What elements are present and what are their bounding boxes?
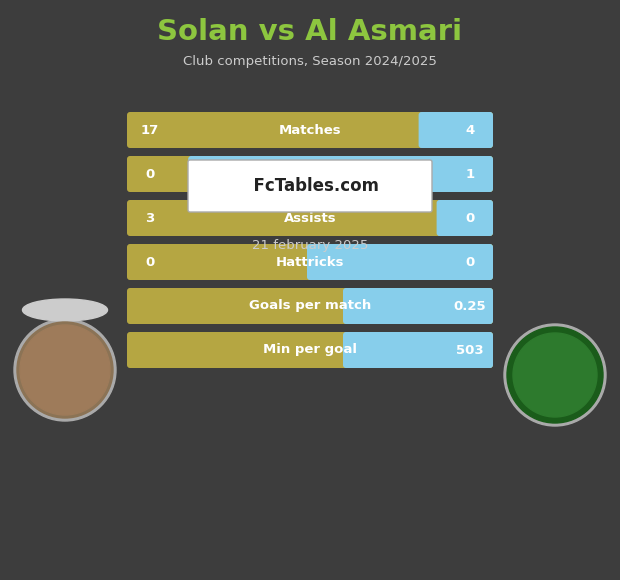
Circle shape bbox=[14, 319, 116, 421]
Text: Solan vs Al Asmari: Solan vs Al Asmari bbox=[157, 18, 463, 46]
FancyBboxPatch shape bbox=[188, 160, 432, 212]
Text: 0: 0 bbox=[466, 212, 475, 224]
Text: FcTables.com: FcTables.com bbox=[242, 177, 378, 195]
Circle shape bbox=[17, 322, 113, 418]
Text: 0.25: 0.25 bbox=[454, 299, 486, 313]
Text: 1: 1 bbox=[466, 168, 474, 180]
Text: Goals: Goals bbox=[289, 168, 331, 180]
FancyBboxPatch shape bbox=[343, 332, 493, 368]
Text: 503: 503 bbox=[456, 343, 484, 357]
FancyBboxPatch shape bbox=[127, 244, 493, 280]
Ellipse shape bbox=[22, 299, 107, 321]
Text: Goals per match: Goals per match bbox=[249, 299, 371, 313]
FancyBboxPatch shape bbox=[127, 288, 493, 324]
FancyBboxPatch shape bbox=[436, 200, 493, 236]
Text: 0: 0 bbox=[145, 168, 154, 180]
FancyBboxPatch shape bbox=[418, 112, 493, 148]
Text: 4: 4 bbox=[466, 124, 475, 136]
FancyBboxPatch shape bbox=[127, 200, 493, 236]
Text: 17: 17 bbox=[141, 124, 159, 136]
FancyBboxPatch shape bbox=[307, 244, 493, 280]
Text: 3: 3 bbox=[145, 212, 154, 224]
Text: Matches: Matches bbox=[278, 124, 342, 136]
FancyBboxPatch shape bbox=[127, 332, 493, 368]
Circle shape bbox=[504, 324, 606, 426]
FancyBboxPatch shape bbox=[127, 156, 493, 192]
FancyBboxPatch shape bbox=[188, 156, 493, 192]
Text: Hattricks: Hattricks bbox=[276, 256, 344, 269]
Text: 0: 0 bbox=[466, 256, 475, 269]
Circle shape bbox=[507, 327, 603, 423]
Circle shape bbox=[20, 325, 110, 415]
Text: Min per goal: Min per goal bbox=[263, 343, 357, 357]
Text: Club competitions, Season 2024/2025: Club competitions, Season 2024/2025 bbox=[183, 55, 437, 67]
Circle shape bbox=[513, 333, 597, 417]
Text: 21 february 2025: 21 february 2025 bbox=[252, 238, 368, 252]
Text: Assists: Assists bbox=[284, 212, 336, 224]
FancyBboxPatch shape bbox=[343, 288, 493, 324]
Text: 0: 0 bbox=[145, 256, 154, 269]
FancyBboxPatch shape bbox=[127, 112, 493, 148]
